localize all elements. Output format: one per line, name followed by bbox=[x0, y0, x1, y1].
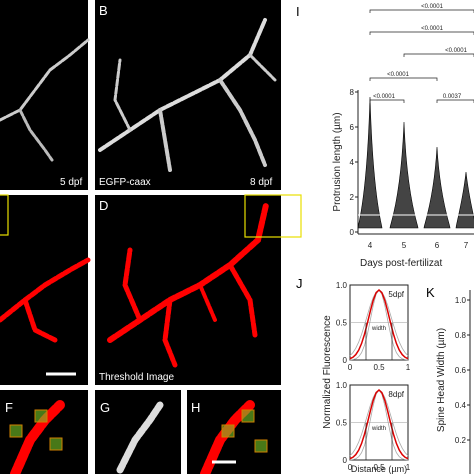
panel-label: H bbox=[191, 400, 200, 415]
y-tick-label: 4 bbox=[350, 158, 355, 167]
dendrite bbox=[22, 297, 58, 343]
x-tick-label: 0.5 bbox=[373, 463, 385, 472]
dendrite bbox=[122, 247, 143, 323]
dendrite bbox=[0, 257, 91, 323]
y-tick-label: 2 bbox=[350, 193, 355, 202]
x-axis-label: Days post-fertilizat bbox=[360, 258, 442, 269]
y-tick-label: 0.2 bbox=[455, 436, 467, 445]
dendrite bbox=[218, 78, 267, 167]
p-value: <0.0001 bbox=[445, 48, 468, 54]
spine-box bbox=[49, 437, 63, 451]
y-tick-label: 0.6 bbox=[455, 366, 467, 375]
dendrite bbox=[227, 262, 258, 338]
violin bbox=[357, 96, 383, 229]
spine-box bbox=[254, 439, 268, 453]
x-tick-label: 5 bbox=[402, 241, 407, 250]
panel-label: D bbox=[99, 198, 108, 213]
y-tick-label: 6 bbox=[350, 123, 355, 132]
dendrite bbox=[248, 53, 277, 82]
dendrite bbox=[116, 401, 164, 474]
x-tick-label: 1 bbox=[406, 363, 411, 372]
p-value: 0.0037 bbox=[443, 94, 462, 100]
y-axis-label: Spine Head Width (µm) bbox=[436, 328, 447, 432]
y-axis-label: Protrusion length (µm) bbox=[332, 112, 343, 211]
y-tick-label: 0.5 bbox=[336, 319, 348, 328]
profile bbox=[349, 288, 409, 360]
bracket bbox=[369, 9, 474, 13]
p-value: <0.0001 bbox=[421, 4, 444, 10]
panel-label: F bbox=[5, 400, 13, 415]
y-tick-label: 1.0 bbox=[336, 281, 348, 290]
x-tick-label: 0 bbox=[348, 463, 353, 472]
violin bbox=[455, 171, 474, 229]
micrograph-a bbox=[0, 0, 88, 190]
bracket bbox=[369, 99, 405, 103]
bracket bbox=[403, 53, 474, 57]
violin bbox=[423, 146, 451, 229]
profile bbox=[349, 388, 409, 460]
panel-label: B bbox=[99, 3, 108, 18]
spine-box bbox=[241, 409, 255, 423]
y-tick-label: 0.8 bbox=[455, 331, 467, 340]
p-value: <0.0001 bbox=[421, 26, 444, 32]
panel-label: G bbox=[100, 400, 110, 415]
x-tick-label: 0.5 bbox=[373, 363, 385, 372]
violin bbox=[389, 121, 419, 229]
panel-label: K bbox=[426, 285, 435, 300]
x-axis-label: Distance (µm) bbox=[351, 464, 407, 474]
marker-label: EGFP-caax bbox=[99, 177, 151, 188]
x-tick-label: 6 bbox=[435, 241, 440, 250]
dendrite bbox=[10, 400, 65, 474]
stage-label: 5 dpf bbox=[60, 177, 82, 188]
bracket bbox=[436, 99, 474, 103]
micrograph-c bbox=[0, 195, 88, 385]
caption: Threshold Image bbox=[99, 372, 174, 383]
y-tick-label: 1.0 bbox=[336, 381, 348, 390]
x-tick-label: 1 bbox=[406, 463, 411, 472]
y-tick-label: 0 bbox=[343, 356, 348, 365]
width-label: width bbox=[371, 426, 386, 432]
bracket bbox=[369, 77, 438, 81]
x-tick-label: 7 bbox=[464, 241, 469, 250]
dendrite bbox=[198, 283, 217, 322]
profile bbox=[349, 289, 409, 356]
panel-label: I bbox=[296, 4, 300, 19]
stage-label: 8 dpf bbox=[250, 177, 272, 188]
inset-box bbox=[0, 194, 9, 236]
width-label: width bbox=[371, 326, 386, 332]
spine-box bbox=[9, 424, 23, 438]
y-tick-label: 0 bbox=[350, 228, 355, 237]
dendrite bbox=[0, 38, 90, 122]
p-value: <0.0001 bbox=[373, 94, 396, 100]
y-tick-label: 0 bbox=[343, 456, 348, 465]
dendrite bbox=[162, 297, 178, 368]
dendrite bbox=[158, 108, 172, 172]
y-axis-label: Normalized Fluorescence bbox=[322, 315, 333, 429]
y-tick-label: 0.5 bbox=[336, 419, 348, 428]
inset-box bbox=[244, 194, 302, 238]
stage-label: 8dpf bbox=[388, 390, 404, 399]
spine-box bbox=[34, 409, 48, 423]
spine-box bbox=[221, 424, 235, 438]
stage-label: 5dpf bbox=[388, 290, 404, 299]
dendrite bbox=[18, 108, 54, 162]
profile bbox=[349, 389, 409, 456]
p-value: <0.0001 bbox=[387, 72, 410, 78]
x-tick-label: 0 bbox=[348, 363, 353, 372]
dendrite bbox=[113, 58, 132, 132]
y-tick-label: 8 bbox=[350, 88, 355, 97]
y-tick-label: 0.4 bbox=[455, 401, 467, 410]
x-tick-label: 4 bbox=[368, 241, 373, 250]
y-tick-label: 1.0 bbox=[455, 296, 467, 305]
panel-label: J bbox=[296, 276, 303, 291]
bracket bbox=[369, 31, 474, 35]
